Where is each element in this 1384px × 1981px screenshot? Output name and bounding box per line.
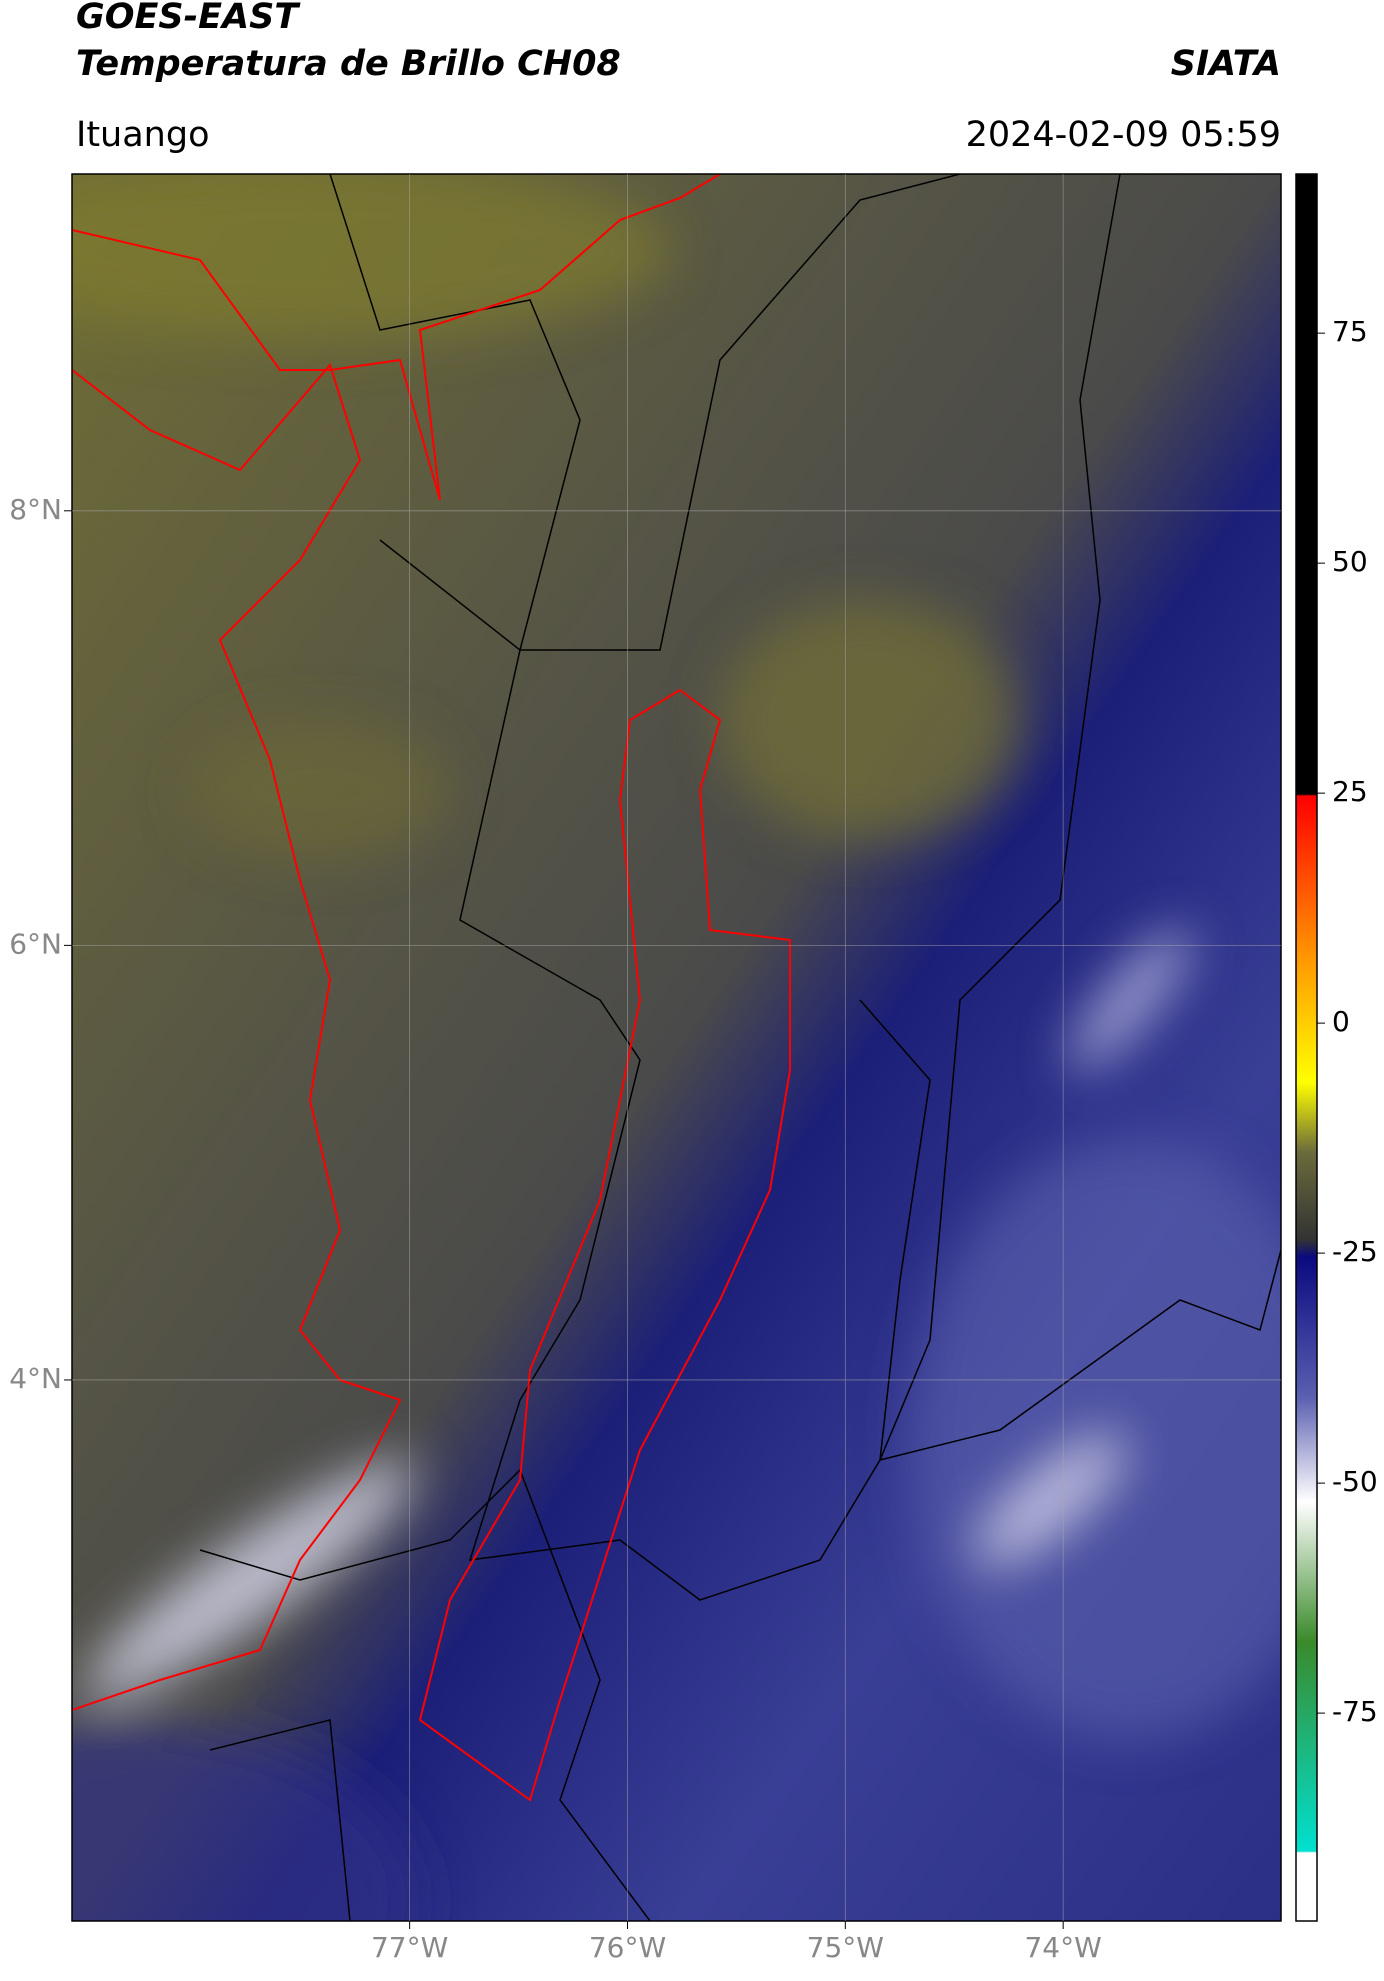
datetime: 2024-02-09 05:59 xyxy=(966,115,1281,155)
subtitle: Temperatura de Brillo CH08 xyxy=(76,44,621,84)
colorbar xyxy=(1295,173,1318,1922)
colorbar-tick-label: 25 xyxy=(1332,775,1368,808)
colorbar-tick-label: -75 xyxy=(1332,1695,1378,1728)
map-image xyxy=(72,174,1281,1921)
y-tick-label: 8°N xyxy=(9,493,62,526)
location: Ituango xyxy=(76,115,210,155)
colorbar-tick-label: -50 xyxy=(1332,1465,1378,1498)
colorbar-tick-label: 50 xyxy=(1332,545,1368,578)
x-tick-label: 77°W xyxy=(371,1931,448,1964)
y-tick-label: 4°N xyxy=(9,1362,62,1395)
colorbar-tick-label: -25 xyxy=(1332,1235,1378,1268)
x-tick-label: 74°W xyxy=(1024,1931,1101,1964)
colorbar-tick-label: 0 xyxy=(1332,1005,1350,1038)
title: GOES-EAST xyxy=(76,0,301,37)
x-tick-label: 75°W xyxy=(807,1931,884,1964)
brand: SIATA xyxy=(1171,44,1281,84)
colorbar-tick-label: 75 xyxy=(1332,315,1368,348)
x-tick-label: 76°W xyxy=(589,1931,666,1964)
y-tick-label: 6°N xyxy=(9,927,62,960)
map-frame xyxy=(71,173,1282,1922)
